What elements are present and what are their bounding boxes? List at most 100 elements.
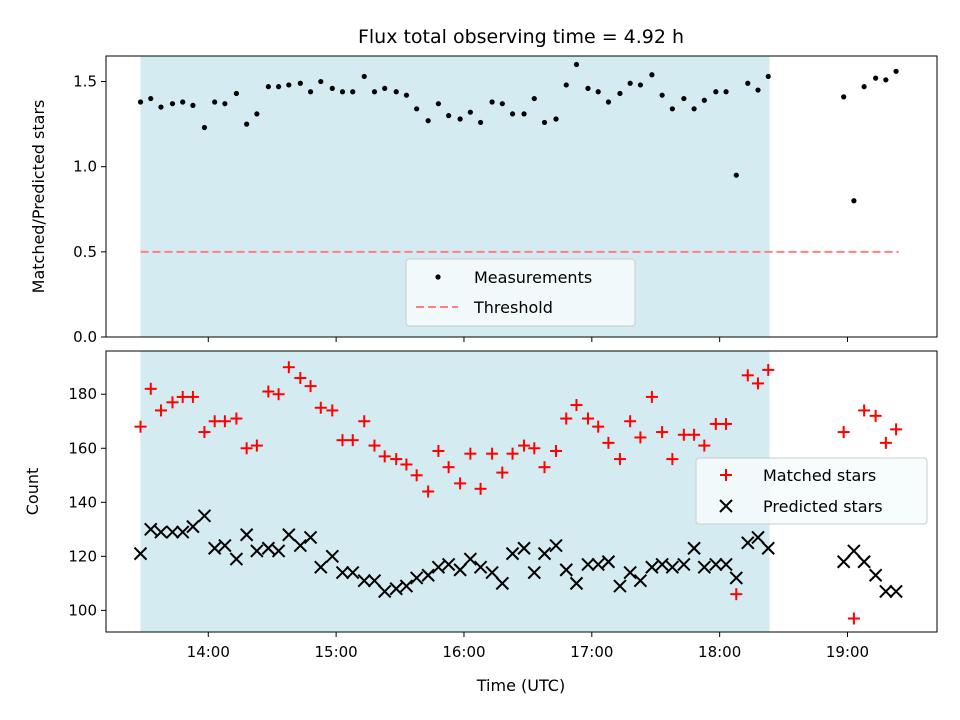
matched-star-point [847,612,860,625]
measurement-point [435,101,441,107]
matched-star-point [294,372,307,385]
matched-star-point [336,434,349,447]
predicted-star-point [325,549,339,564]
matched-star-point [474,482,487,495]
predicted-star-point [261,541,276,555]
matched-star-point [581,412,594,425]
measurement-point [233,90,240,97]
measurement-point [180,99,186,105]
matched-star-point [368,439,381,452]
predicted-star-point [665,560,680,574]
predicted-star-point [505,546,520,561]
ratio-panel: 0.0 0.5 1.0 1.5 Matched/Predicted stars Mea… [29,55,938,346]
predicted-star-point [559,563,573,577]
measurement-point [883,77,889,83]
predicted-star-point [335,565,350,580]
y-tick-label: 1.0 [73,158,97,176]
matched-star-point [570,399,583,412]
x-axis-label: Time (UTC) [476,676,565,695]
predicted-star-point [431,560,446,574]
legend-measurements-label: Measurements [474,268,592,287]
predicted-star-point [847,544,861,558]
measurement-point [244,121,250,127]
predicted-star-point [687,541,701,555]
predicted-star-point [441,557,456,572]
predicted-star-point [709,557,723,572]
predicted-star-point [857,555,871,569]
matched-star-point [208,415,221,428]
predicted-star-point [282,528,296,542]
y-tick-label: 0.5 [73,243,97,261]
predicted-star-point [729,571,743,585]
predicted-star-point [409,571,424,585]
count-panel-marks [133,361,903,625]
predicted-star-point [623,565,637,580]
predicted-star-point [527,565,541,580]
measurement-point [158,104,164,110]
measurement-point [573,61,580,68]
predicted-star-point [303,530,318,545]
legend-threshold-label: Threshold [473,298,553,317]
measurement-point [713,89,719,95]
matched-star-point [166,396,179,409]
measurement-point [861,84,867,90]
ratio-panel-legend: Measurements Threshold [405,258,636,327]
measurement-point [893,68,899,74]
predicted-star-point [719,557,733,572]
predicted-star-point [761,541,775,555]
predicted-star-point [186,519,200,534]
measurement-point [521,111,527,117]
matched-star-point [326,404,339,417]
matched-star-point [496,466,509,479]
matched-star-point [240,442,253,455]
count-panel-ylabel: Count [23,468,42,516]
measurement-point [755,87,761,93]
predicted-star-point [868,568,883,582]
predicted-star-point [463,552,478,566]
matched-star-point [890,423,903,436]
predicted-star-point [346,565,360,580]
ratio-panel-legend-box [405,258,636,327]
measurement-point [467,109,473,115]
matched-star-point [218,415,231,428]
measurement-point [414,106,420,112]
matched-star-point [176,390,189,403]
matched-star-point [518,439,531,452]
x-tick-label: 16:00 [442,643,485,661]
measurement-point [873,75,879,81]
measurement-point [691,106,697,112]
matched-star-point [314,401,327,414]
matched-star-point [262,385,275,398]
y-tick-label: 160 [68,439,97,457]
measurement-point [649,72,655,78]
predicted-star-point [741,536,755,550]
matched-star-point [432,444,445,457]
matched-star-point [752,377,765,390]
matched-star-point [154,404,167,417]
matched-star-point [282,361,295,374]
matched-star-point [709,417,722,430]
measurement-point [307,89,314,95]
ratio-panel-ylabel: Matched/Predicted stars [29,100,48,294]
predicted-star-point [207,541,222,555]
measurement-point [457,116,463,122]
measurement-point [339,89,346,95]
measurement-point [681,95,687,102]
measurement-point [499,101,505,107]
matched-star-point [698,439,711,452]
predicted-star-point [613,579,627,593]
matched-star-point [837,426,850,439]
y-tick-label: 1.5 [73,73,97,91]
matched-star-point [560,412,573,425]
predicted-star-point [889,584,903,599]
matched-star-point [538,461,551,474]
measurement-point [745,80,751,86]
predicted-star-point [836,555,851,569]
matched-star-point [624,415,637,428]
ratio-panel-marks [137,61,899,253]
measurement-point [531,95,537,102]
measurement-point [212,99,218,105]
predicted-star-point [697,560,712,574]
measurement-point [190,102,196,108]
